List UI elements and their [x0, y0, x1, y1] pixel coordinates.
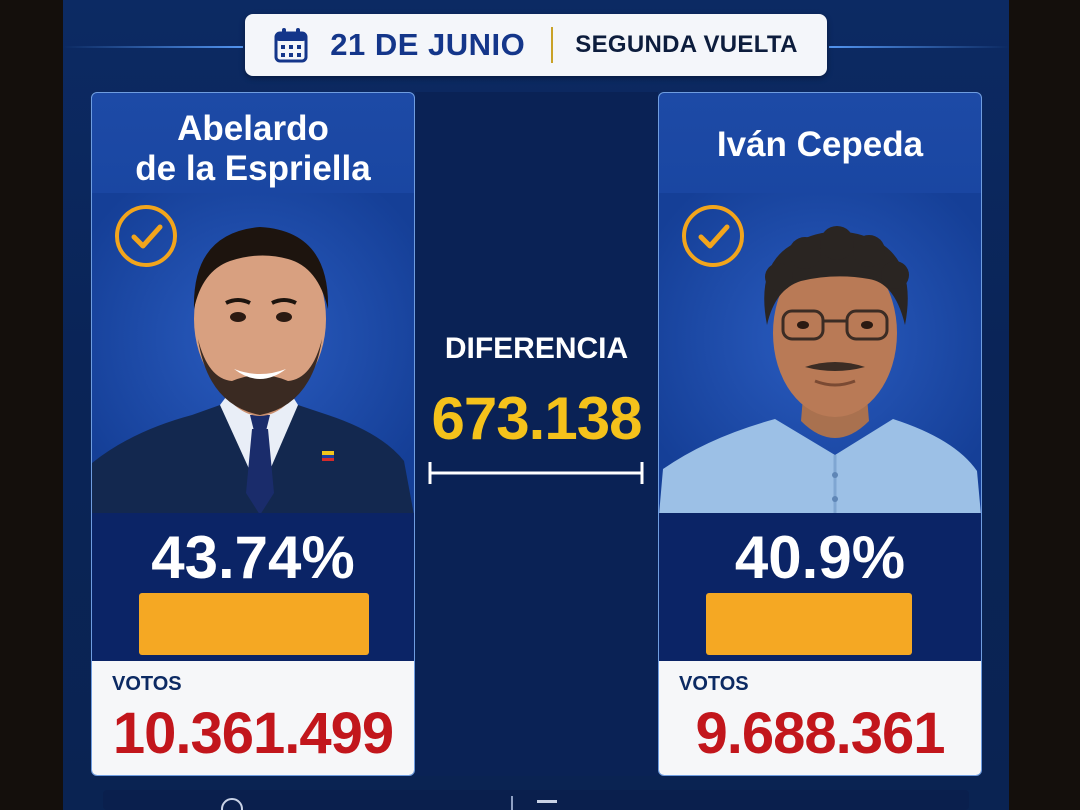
election-round: SEGUNDA VUELTA: [575, 31, 798, 58]
candidate-card-espriella: Abelardo de la Espriella 43.74% VOTOS 10…: [91, 92, 415, 776]
percent-bar: [139, 593, 369, 655]
percent-bar-fill: [706, 593, 912, 655]
results-graphic: 21 DE JUNIO SEGUNDA VUELTA: [63, 0, 1009, 810]
date-banner: 21 DE JUNIO SEGUNDA VUELTA: [245, 14, 827, 76]
vote-percentage: 43.74%: [151, 524, 355, 591]
votes-label: VOTOS: [679, 673, 749, 695]
votes-panel: VOTOS 10.361.499: [92, 661, 414, 775]
election-date: 21 DE JUNIO: [330, 27, 526, 62]
calendar-icon: [274, 28, 308, 63]
percent-bar-fill: [139, 593, 369, 655]
candidate-name-line1: Abelardo: [177, 109, 329, 148]
percent-bar: [706, 593, 936, 655]
difference-panel: DIFERENCIA 673.138: [415, 92, 658, 776]
votes-label: VOTOS: [112, 673, 182, 695]
checkmark-circle-icon: [115, 205, 177, 267]
percent-panel: 43.74%: [92, 513, 414, 661]
votes-panel: VOTOS 9.688.361: [659, 661, 981, 775]
checkmark-circle-icon: [682, 205, 744, 267]
clock-icon: [221, 798, 243, 810]
vote-count: 9.688.361: [695, 701, 945, 766]
header-glow-left: [63, 46, 243, 48]
candidate-photo-cepeda: [659, 193, 981, 515]
percent-panel: 40.9%: [659, 513, 981, 661]
candidate-card-cepeda: Iván Cepeda 40.9% VOTOS 9.688.361: [658, 92, 982, 776]
candidate-name: Iván Cepeda: [659, 125, 981, 165]
candidate-name-line1: Iván Cepeda: [716, 125, 924, 164]
difference-label: DIFERENCIA: [444, 332, 629, 365]
candidate-name: Abelardo de la Espriella: [92, 109, 414, 189]
vote-count: 10.361.499: [112, 701, 394, 766]
header-divider: [551, 27, 554, 63]
difference-value: 673.138: [431, 385, 643, 452]
footer-bar: [103, 790, 969, 810]
vote-percentage: 40.9%: [734, 524, 906, 591]
calendar-icon: [537, 800, 557, 810]
footer-divider: [511, 796, 513, 810]
header-glow-right: [829, 46, 1009, 48]
difference-bracket-icon: [428, 462, 644, 484]
candidate-name-line2: de la Espriella: [135, 149, 371, 188]
candidate-photo-espriella: [92, 193, 414, 515]
